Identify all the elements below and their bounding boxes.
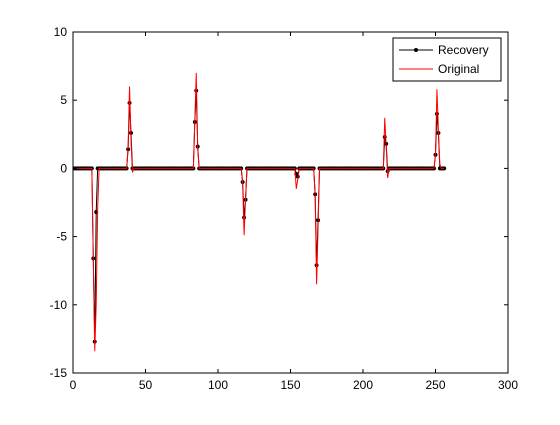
x-tick-label: 50: [139, 378, 153, 392]
x-tick-label: 150: [280, 378, 300, 392]
x-tick-label: 100: [208, 378, 228, 392]
x-tick-label: 200: [353, 378, 373, 392]
y-tick-label: -5: [56, 230, 67, 244]
series-line-original: [74, 72, 445, 352]
legend-box: [392, 37, 502, 82]
legend-marker: [414, 48, 418, 52]
x-tick-label: 0: [70, 378, 77, 392]
legend-label-original: Original: [438, 62, 479, 76]
y-tick-label: 5: [60, 93, 67, 107]
x-tick-label: 300: [498, 378, 518, 392]
x-tick-label: 250: [425, 378, 445, 392]
y-tick-label: 10: [54, 25, 68, 39]
plot-area: [72, 31, 509, 374]
legend-label-recovery: Recovery: [438, 43, 489, 57]
y-tick-label: 0: [60, 161, 67, 175]
y-tick-label: -15: [50, 366, 68, 380]
y-tick-label: -10: [50, 298, 68, 312]
